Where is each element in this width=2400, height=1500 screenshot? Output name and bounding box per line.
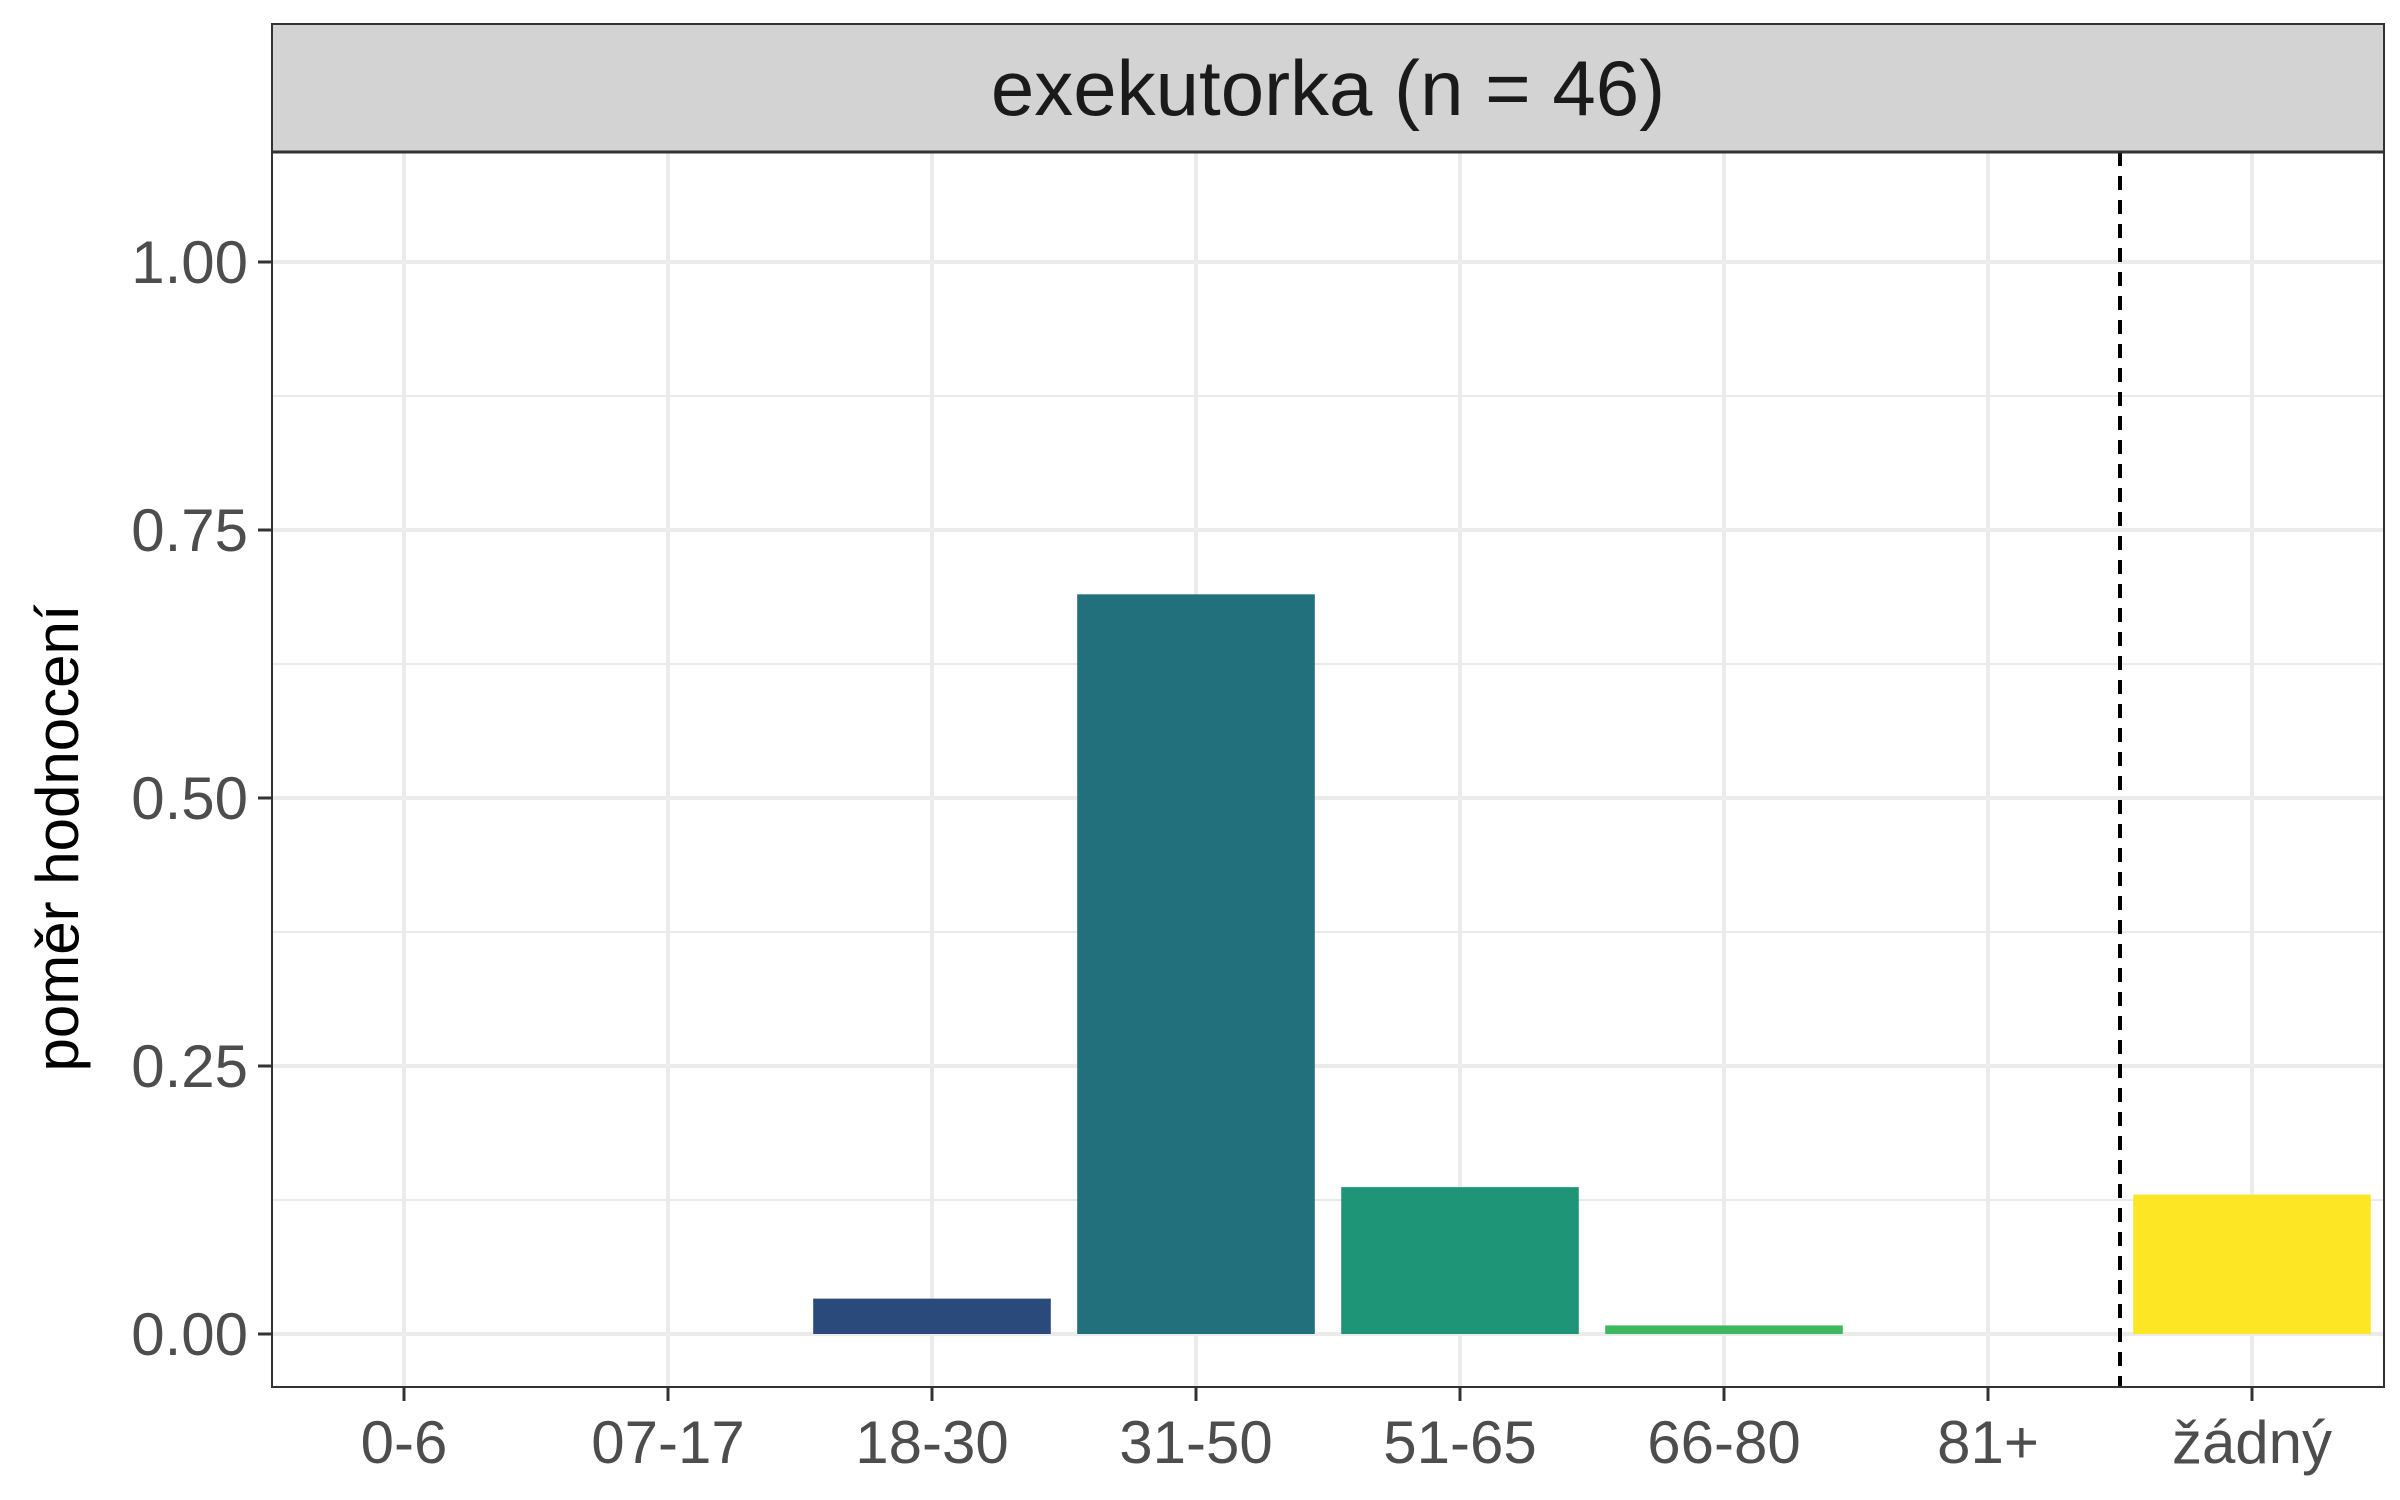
grid-lines — [272, 152, 2384, 1387]
y-tick-label: 0.50 — [131, 765, 248, 832]
x-tick-label: 07-17 — [591, 1409, 744, 1476]
x-tick-label: 0-6 — [361, 1409, 448, 1476]
bar-31-50 — [1077, 594, 1315, 1334]
y-axis-label: poměr hodnocení — [24, 604, 91, 1071]
y-tick-label: 0.00 — [131, 1301, 248, 1368]
y-axis: 0.00 0.25 0.50 0.75 1.00 — [131, 229, 272, 1368]
x-tick-label: 18-30 — [855, 1409, 1008, 1476]
bars — [813, 594, 2371, 1334]
y-tick-label: 1.00 — [131, 229, 248, 296]
x-tick-label: 31-50 — [1119, 1409, 1272, 1476]
panel-border — [271, 151, 2385, 1388]
x-tick-label: 81+ — [1937, 1409, 2039, 1476]
x-tick-label: žádný — [2172, 1409, 2332, 1476]
x-tick-label: 66-80 — [1647, 1409, 1800, 1476]
y-tick-label: 0.75 — [131, 497, 248, 564]
x-axis: 0-6 07-17 18-30 31-50 51-65 66-80 81+ žádný — [361, 1387, 2332, 1476]
bar-18-30 — [813, 1298, 1051, 1334]
bar-žádný — [2133, 1194, 2371, 1334]
x-tick-label: 51-65 — [1383, 1409, 1536, 1476]
bar-66-80 — [1605, 1325, 1843, 1334]
facet-title: exekutorka (n = 46) — [991, 44, 1665, 132]
y-tick-label: 0.25 — [131, 1033, 248, 1100]
bar-51-65 — [1341, 1187, 1579, 1334]
facet-strip — [271, 23, 2385, 153]
